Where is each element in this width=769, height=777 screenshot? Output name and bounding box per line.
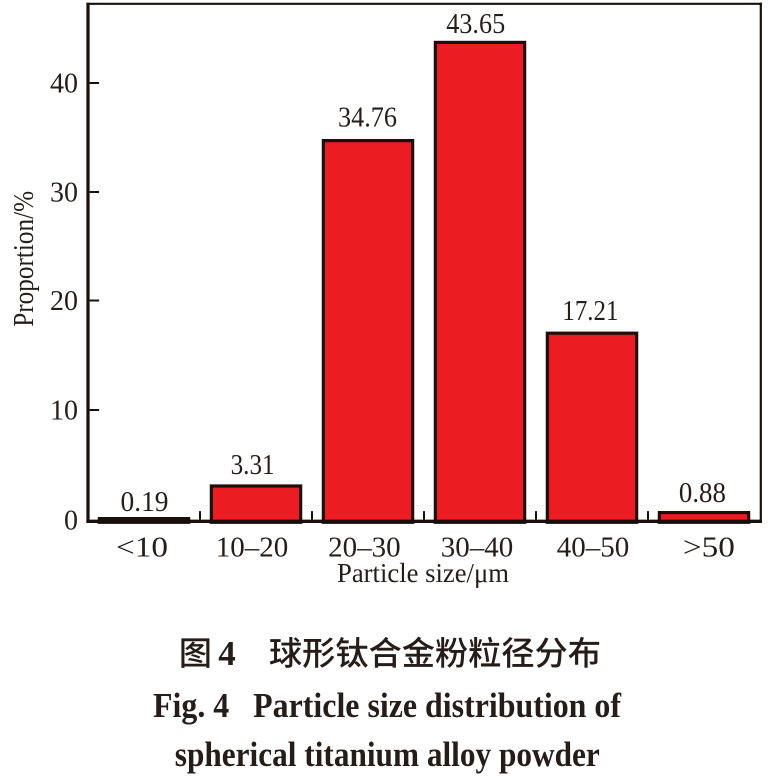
svg-text:10–20: 10–20: [216, 532, 289, 564]
svg-text:0.19: 0.19: [121, 486, 169, 518]
svg-text:<10: <10: [116, 532, 168, 564]
svg-text:34.76: 34.76: [338, 102, 397, 134]
svg-text:17.21: 17.21: [562, 295, 618, 327]
svg-text:spherical titanium alloy powde: spherical titanium alloy powder: [175, 736, 600, 774]
svg-text:20–30: 20–30: [328, 532, 401, 564]
svg-text:20: 20: [50, 285, 78, 317]
svg-text:Particle size/μm: Particle size/μm: [337, 557, 509, 588]
svg-text:Proportion/%: Proportion/%: [9, 191, 40, 327]
svg-text:40: 40: [50, 68, 78, 100]
svg-text:0.88: 0.88: [679, 477, 726, 509]
svg-text:40–50: 40–50: [557, 532, 630, 564]
svg-text:0: 0: [64, 505, 78, 537]
svg-text:30: 30: [50, 177, 78, 209]
svg-text:10: 10: [50, 395, 78, 427]
svg-text:>50: >50: [683, 532, 735, 564]
svg-text:30–40: 30–40: [441, 532, 514, 564]
svg-text:Fig. 4 Particle size distrib: Fig. 4 Particle size distribution of: [153, 687, 621, 725]
svg-text:4: 4: [218, 634, 236, 673]
svg-text:3.31: 3.31: [231, 449, 275, 481]
svg-text:43.65: 43.65: [446, 8, 505, 40]
